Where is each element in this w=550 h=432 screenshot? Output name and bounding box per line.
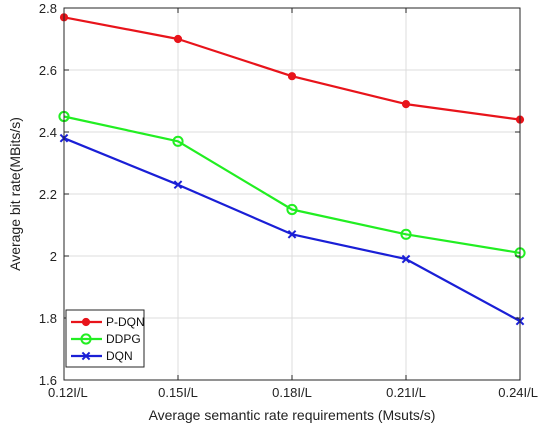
x-axis-label: Average semantic rate requirements (Msut… (149, 407, 436, 423)
legend-label: P-DQN (106, 315, 145, 329)
data-point-p-dqn (173, 34, 183, 44)
y-tick-label: 2.2 (39, 187, 57, 202)
series-dqn (59, 133, 525, 326)
legend-marker (81, 351, 91, 361)
axis-ticks: 0.12I/L 0.15I/L 0.18I/L 0.21I/L 0.24I/L 1.6 1.… (39, 1, 538, 400)
y-tick-label: 2 (50, 249, 57, 264)
legend-label: DDPG (106, 332, 141, 346)
legend-item-ddpg: DDPG (71, 332, 141, 346)
x-tick-label: 0.12I/L (48, 385, 88, 400)
data-point-p-dqn (287, 72, 297, 81)
y-axis-label: Average bit rate(MBits/s) (7, 117, 23, 271)
legend-item-dqn: DQN (71, 349, 133, 363)
data-point-dqn (287, 229, 297, 239)
y-tick-label: 1.6 (39, 373, 57, 388)
x-tick-label: 0.15I/L (158, 385, 198, 400)
data-point-ddpg (172, 135, 184, 147)
data-point-ddpg (286, 203, 298, 216)
y-tick-label: 2.6 (39, 63, 57, 78)
legend-marker (81, 317, 91, 327)
data-point-p-dqn (401, 100, 411, 109)
y-tick-label: 2.4 (39, 125, 57, 140)
x-tick-label: 0.24I/L (498, 385, 538, 400)
legend-marker (80, 333, 92, 345)
y-tick-label: 2.8 (39, 1, 57, 16)
series-p-dqn (59, 13, 525, 124)
data-point-dqn (173, 180, 183, 190)
x-tick-label: 0.18I/L (272, 385, 312, 400)
series-layer (58, 13, 526, 326)
legend-item-p-dqn: P-DQN (71, 315, 145, 329)
legend-label: DQN (106, 349, 133, 363)
data-point-dqn (401, 254, 411, 264)
data-point-ddpg (400, 228, 412, 240)
y-tick-label: 1.8 (39, 311, 57, 326)
series-line-ddpg (63, 115, 521, 254)
legend: P-DQN DDPG DQN (65, 309, 145, 368)
x-tick-label: 0.21I/L (386, 385, 426, 400)
